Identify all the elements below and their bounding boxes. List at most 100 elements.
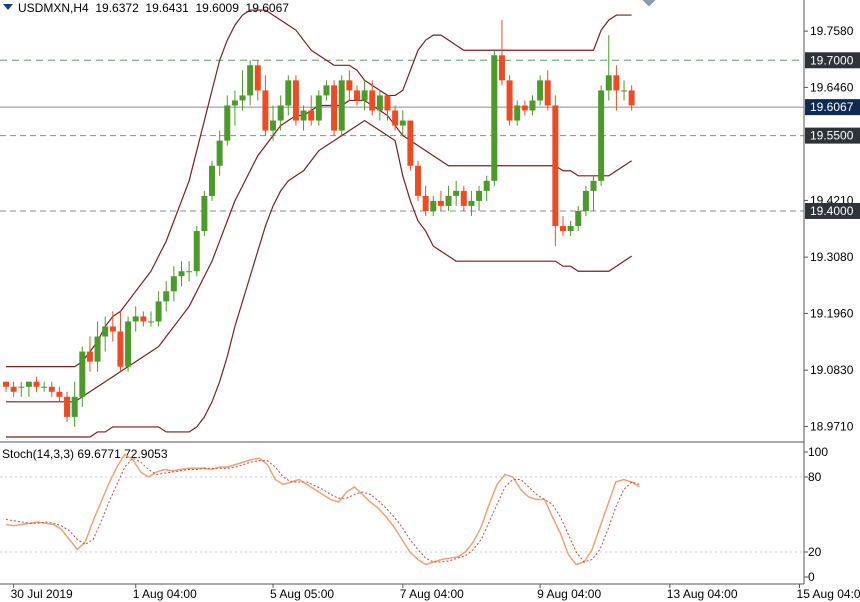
candle-bull <box>270 120 277 131</box>
candle-bull <box>361 90 368 101</box>
candle-bear <box>415 165 422 196</box>
price-tag-label: 19.4000 <box>810 204 854 218</box>
candle-bear <box>3 381 9 387</box>
candle-bull <box>598 90 605 181</box>
candle-bear <box>353 90 360 101</box>
price-tags: 19.7000 19.6067 19.5500 19.4000 <box>805 52 860 219</box>
candle-bull <box>247 65 254 96</box>
price-tag-box <box>805 202 860 219</box>
candle-bear <box>422 195 429 211</box>
stoch-title: Stoch(14,3,3) <box>2 447 75 461</box>
candle-bull <box>155 301 162 322</box>
horizontal-levels <box>0 59 804 212</box>
stoch-main-value: 69.6771 <box>77 447 121 461</box>
candle-bull <box>453 190 460 196</box>
candle-bull <box>170 276 177 292</box>
candle-bull <box>277 105 284 121</box>
candle-bear <box>628 90 635 106</box>
bollinger-bands <box>6 9 632 438</box>
candle-bear <box>506 80 513 121</box>
candle-bear <box>544 80 551 106</box>
price-tag-box <box>805 127 860 144</box>
candle-bull <box>216 140 223 166</box>
candle-bull <box>575 210 582 227</box>
candle-bull <box>41 386 48 388</box>
stoch-tick-label: 80 <box>808 470 822 484</box>
stoch-tick-label: 20 <box>808 545 822 559</box>
symbol-dropdown-icon[interactable] <box>3 4 13 10</box>
ohlc-open: 19.6372 <box>95 1 139 15</box>
candle-bear <box>613 75 620 91</box>
candle-bull <box>376 95 383 111</box>
price-tick-label: 19.1960 <box>810 306 854 320</box>
candle-bear <box>369 90 376 111</box>
price-tag-label: 19.7000 <box>810 53 854 67</box>
candle-bull <box>476 190 483 201</box>
candle-bear <box>262 90 269 131</box>
time-tick-label: 30 Jul 2019 <box>11 587 73 601</box>
price-tag-box <box>805 52 860 69</box>
symbol-title: USDMXN,H4 <box>18 1 89 15</box>
candle-bull <box>537 80 544 101</box>
candle-bear <box>521 105 528 111</box>
candle-bull <box>163 291 170 302</box>
candle-bull <box>224 105 231 141</box>
candle-bear <box>109 326 116 332</box>
candle-bull <box>491 55 498 181</box>
candle-bull <box>300 110 307 121</box>
candle-bull <box>567 226 574 232</box>
candle-bull <box>430 200 437 211</box>
candle-bear <box>384 95 391 111</box>
chart-header: USDMXN,H4 19.6372 19.6431 19.6009 19.606… <box>18 1 289 15</box>
candle-bull <box>582 190 589 211</box>
candle-bull <box>445 195 452 206</box>
bollinger-upper-line <box>6 9 632 368</box>
candle-bull <box>239 95 246 101</box>
candle-bull <box>125 321 132 367</box>
price-tick-label: 18.9710 <box>810 419 854 433</box>
candle-bull <box>79 351 86 397</box>
time-tick-label: 13 Aug 04:00 <box>667 587 738 601</box>
time-tick-label: 5 Aug 05:00 <box>270 587 334 601</box>
candle-bull <box>285 80 292 106</box>
candle-bull <box>25 381 32 387</box>
candle-bull <box>186 271 193 273</box>
candle-bull <box>18 386 25 388</box>
candle-bull <box>399 120 406 126</box>
candle-bear <box>552 105 559 227</box>
candle-bull <box>529 100 536 111</box>
candle-bull <box>132 316 139 322</box>
price-tick-label: 19.0830 <box>810 363 854 377</box>
time-tick-label: 7 Aug 04:00 <box>400 587 464 601</box>
candles <box>3 20 635 427</box>
candle-bull <box>231 100 238 106</box>
candle-bear <box>86 351 93 362</box>
candle-bear <box>10 386 17 392</box>
time-tick-label: 9 Aug 04:00 <box>537 587 601 601</box>
stoch-main-line <box>5 453 641 566</box>
time-tick-label: 1 Aug 04:00 <box>133 587 197 601</box>
candle-bear <box>33 381 40 387</box>
candle-bull <box>71 396 78 417</box>
price-tag-label: 19.5500 <box>810 129 854 143</box>
candle-bear <box>346 80 353 91</box>
candle-bear <box>407 120 414 166</box>
stoch-header: Stoch(14,3,3) 69.6771 72.9053 <box>2 447 168 461</box>
candle-bear <box>140 316 147 322</box>
candle-bull <box>605 75 612 91</box>
stochastic-lines <box>0 453 804 566</box>
price-tag-label: 19.6067 <box>810 100 854 114</box>
stoch-tick-label: 0 <box>808 570 815 584</box>
candle-bear <box>117 331 124 367</box>
ohlc-close: 19.6067 <box>245 1 289 15</box>
price-tick-label: 19.6460 <box>810 80 854 94</box>
candle-bear <box>48 386 55 392</box>
candle-bear <box>64 396 71 417</box>
candle-bull <box>323 85 330 96</box>
bollinger-lower-line <box>6 119 632 438</box>
candle-bull <box>209 165 216 196</box>
price-tick-label: 19.3080 <box>810 250 854 264</box>
candle-bull <box>178 271 185 277</box>
